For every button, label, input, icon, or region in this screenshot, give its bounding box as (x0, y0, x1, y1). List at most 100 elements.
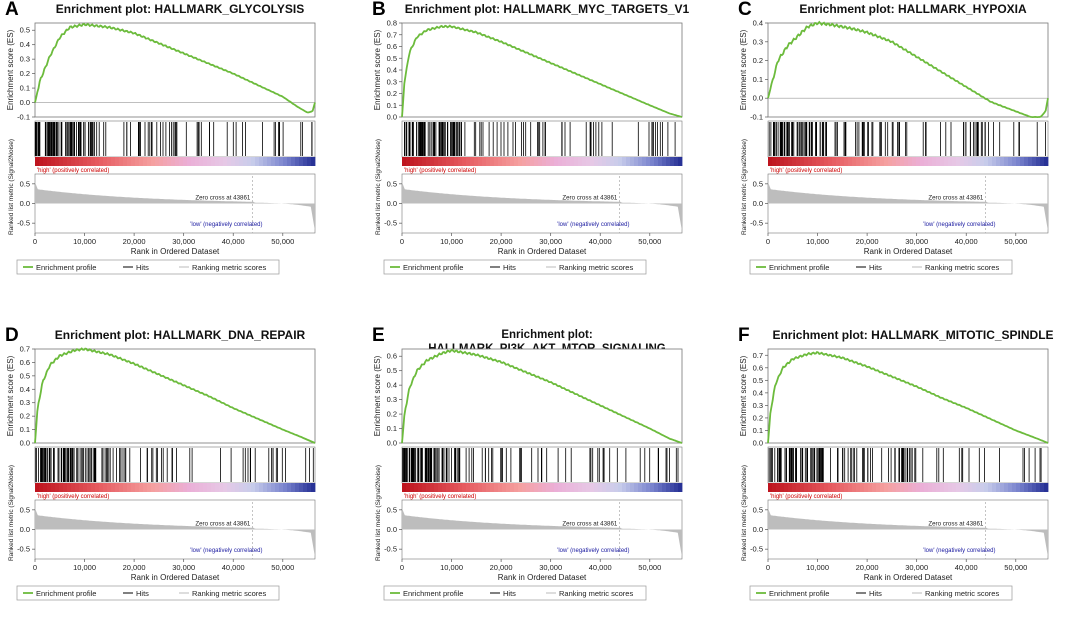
heatmap-cell (658, 483, 663, 492)
heatmap-cell (996, 157, 1001, 166)
heatmap-cell (538, 157, 543, 166)
heatmap-cell (678, 157, 683, 166)
heatmap-cell (936, 483, 941, 492)
x-tick-label: 30,000 (539, 237, 562, 246)
panel-letter: F (738, 325, 750, 346)
x-tick-label: 20,000 (490, 237, 513, 246)
heatmap-cell (259, 483, 264, 492)
heatmap-cell (594, 483, 599, 492)
heatmap-cell (908, 483, 913, 492)
low-correlated-label: 'low' (negatively correlated) (557, 222, 629, 228)
metric-y-tick-label: 0.0 (20, 525, 30, 534)
x-tick-label: 20,000 (490, 563, 513, 572)
legend-label: Ranking metric scores (559, 589, 633, 598)
es-y-tick-label: 0.1 (20, 84, 30, 93)
heatmap-cell (1016, 157, 1021, 166)
heatmap-cell (111, 483, 116, 492)
legend-label: Enrichment profile (769, 589, 829, 598)
heatmap-cell (183, 157, 188, 166)
heatmap-cell (418, 157, 423, 166)
heatmap-cell (402, 157, 407, 166)
heatmap-cell (530, 157, 535, 166)
heatmap-cell (920, 483, 925, 492)
metric-y-axis-label: Ranked list metric (Signal2Noise) (375, 139, 382, 235)
heatmap-cell (956, 157, 961, 166)
heatmap-cell (646, 483, 651, 492)
es-y-tick-label: 0.5 (20, 26, 30, 35)
heatmap-cell (474, 157, 479, 166)
heatmap-cell (772, 157, 777, 166)
heatmap-cell (860, 483, 865, 492)
heatmap-cell (884, 483, 889, 492)
heatmap-cell (59, 483, 64, 492)
heatmap-cell (1020, 483, 1025, 492)
heatmap-cell (820, 157, 825, 166)
heatmap-cell (924, 483, 929, 492)
x-tick-label: 10,000 (440, 237, 463, 246)
legend-label: Enrichment profile (403, 589, 463, 598)
heatmap-cell (900, 157, 905, 166)
heatmap-cell (928, 483, 933, 492)
panel-letter: C (738, 0, 752, 20)
heatmap-cell (123, 483, 128, 492)
heatmap-cell (904, 157, 909, 166)
heatmap-cell (159, 157, 164, 166)
heatmap-cell (900, 483, 905, 492)
heatmap-cell (498, 483, 503, 492)
heatmap-cell (426, 157, 431, 166)
metric-y-axis-label: Ranked list metric (Signal2Noise) (8, 465, 15, 561)
heatmap-cell (650, 157, 655, 166)
heatmap-cell (586, 483, 591, 492)
heatmap-cell (562, 483, 567, 492)
heatmap-cell (888, 483, 893, 492)
heatmap-cell (634, 157, 639, 166)
heatmap-cell (546, 483, 551, 492)
heatmap-cell (111, 157, 116, 166)
enrichment-plot-svg: Enrichment plot: HALLMARK_MYC_TARGETS_V1… (373, 2, 690, 275)
heatmap-cell (75, 157, 80, 166)
heatmap-cell (646, 157, 651, 166)
panel-f: F Enrichment plot: HALLMARK_MITOTIC_SPIND… (738, 325, 1072, 626)
heatmap-cell (928, 157, 933, 166)
heatmap-cell (187, 483, 192, 492)
heatmap-cell (307, 157, 312, 166)
heatmap-cell (856, 483, 861, 492)
heatmap-cell (940, 483, 945, 492)
x-tick-label: 50,000 (271, 237, 294, 246)
es-axes-frame (34, 22, 316, 118)
heatmap-cell (422, 157, 427, 166)
heatmap-cell (75, 483, 80, 492)
heatmap-cell (992, 157, 997, 166)
heatmap-cell (824, 157, 829, 166)
heatmap-cell (582, 157, 587, 166)
heatmap-cell (1000, 483, 1005, 492)
es-y-tick-label: 0.2 (753, 56, 763, 65)
heatmap-cell (916, 483, 921, 492)
heatmap-cell (490, 157, 495, 166)
heatmap-cell (952, 157, 957, 166)
heatmap-cell (247, 483, 252, 492)
heatmap-cell (199, 157, 204, 166)
es-y-tick-label: 0.1 (20, 425, 30, 434)
heatmap-cell (808, 483, 813, 492)
legend-label: Hits (869, 589, 882, 598)
metric-y-tick-label: -0.5 (17, 545, 30, 554)
panel-letter: A (5, 0, 19, 20)
x-tick-label: 30,000 (905, 237, 928, 246)
legend-label: Ranking metric scores (925, 589, 999, 598)
es-y-axis-label: Enrichment score (ES) (739, 29, 748, 110)
heatmap-cell (267, 483, 272, 492)
zero-cross-label: Zero cross at 43861 (928, 195, 984, 202)
x-tick-label: 40,000 (955, 237, 978, 246)
heatmap-cell (143, 483, 148, 492)
heatmap-cell (574, 483, 579, 492)
es-y-tick-label: 0.1 (753, 75, 763, 84)
heatmap-cell (538, 483, 543, 492)
heatmap-cell (610, 483, 615, 492)
heatmap-cell (179, 483, 184, 492)
heatmap-cell (598, 157, 603, 166)
heatmap-cell (796, 483, 801, 492)
heatmap-cell (171, 483, 176, 492)
heatmap-cell (1020, 157, 1025, 166)
x-tick-label: 30,000 (539, 563, 562, 572)
